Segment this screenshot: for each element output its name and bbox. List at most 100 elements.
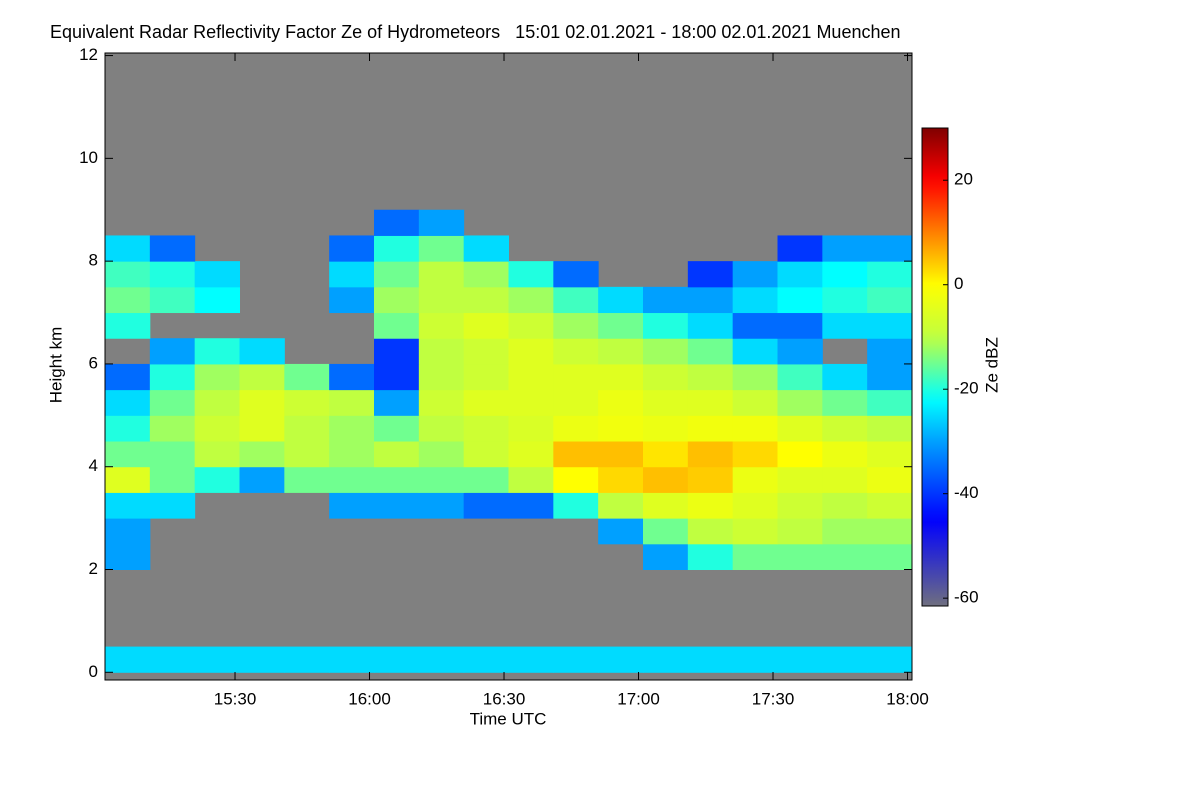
heatmap-cell (149, 646, 196, 673)
heatmap-cell (777, 466, 823, 493)
heatmap-cell (643, 415, 689, 442)
x-tick-label: 17:00 (617, 689, 660, 708)
heatmap-cell (777, 312, 823, 339)
heatmap-cell (374, 338, 420, 365)
heatmap-cell (418, 338, 465, 365)
heatmap-cell (777, 441, 823, 468)
heatmap-cell (732, 338, 778, 365)
heatmap-cell (418, 261, 465, 288)
heatmap-cell (867, 492, 913, 519)
heatmap-cell (194, 415, 240, 442)
heatmap-cell (687, 543, 734, 571)
heatmap-cell (822, 466, 868, 493)
x-axis-label: Time UTC (470, 709, 547, 728)
heatmap-cell (329, 415, 375, 442)
heatmap-cell (687, 312, 734, 339)
heatmap-cell (598, 518, 644, 545)
heatmap-cell (822, 286, 868, 314)
heatmap-cell (329, 363, 375, 391)
heatmap-cell (867, 363, 913, 391)
heatmap-cell (374, 415, 420, 442)
heatmap-cell (822, 543, 868, 571)
heatmap-cell (643, 441, 689, 468)
heatmap-cell (329, 261, 375, 288)
heatmap-cell (329, 646, 375, 673)
heatmap-cell (777, 389, 823, 416)
y-tick-label: 8 (89, 251, 98, 270)
heatmap-cell (149, 286, 196, 314)
heatmap-cell (374, 209, 420, 236)
heatmap-cell (105, 389, 151, 416)
colorbar-tick-label: -20 (954, 379, 979, 398)
heatmap-cell (508, 286, 554, 314)
heatmap-cell (687, 441, 734, 468)
heatmap-cell (374, 389, 420, 416)
heatmap-cell (463, 389, 509, 416)
heatmap-cell (149, 389, 196, 416)
heatmap-cell (463, 235, 509, 262)
heatmap-cell (643, 543, 689, 571)
heatmap-cell (508, 646, 554, 673)
heatmap-cell (194, 441, 240, 468)
heatmap-cell (732, 389, 778, 416)
heatmap-cell (194, 646, 240, 673)
heatmap-cell (508, 466, 554, 493)
heatmap-cell (105, 415, 151, 442)
heatmap-cell (329, 441, 375, 468)
heatmap-cell (553, 492, 599, 519)
heatmap-cell (149, 338, 196, 365)
heatmap-cell (822, 235, 868, 262)
heatmap-cell (194, 389, 240, 416)
heatmap-cell (374, 492, 420, 519)
x-tick-label: 18:00 (886, 689, 929, 708)
heatmap-cell (508, 389, 554, 416)
heatmap-cell (732, 646, 778, 673)
heatmap-cell (732, 286, 778, 314)
heatmap-cell (598, 312, 644, 339)
heatmap-cell (239, 389, 285, 416)
heatmap-cell (105, 235, 151, 262)
heatmap-cell (239, 415, 285, 442)
heatmap-cell (463, 466, 509, 493)
heatmap-cell (463, 261, 509, 288)
heatmap-cell (687, 261, 734, 288)
heatmap-cell (508, 312, 554, 339)
heatmap-cell (598, 286, 644, 314)
heatmap-cell (687, 415, 734, 442)
x-tick-label: 15:30 (214, 689, 257, 708)
heatmap-cell (329, 466, 375, 493)
heatmap-cell (418, 363, 465, 391)
heatmap-cell (374, 235, 420, 262)
heatmap-cell (418, 466, 465, 493)
heatmap-cell (329, 389, 375, 416)
heatmap-cell (777, 286, 823, 314)
heatmap-cell (239, 646, 285, 673)
heatmap-cell (822, 492, 868, 519)
heatmap-cell (598, 389, 644, 416)
heatmap-cell (553, 312, 599, 339)
heatmap-cell (329, 235, 375, 262)
heatmap-cell (418, 235, 465, 262)
heatmap-cell (374, 261, 420, 288)
heatmap-cell (463, 338, 509, 365)
heatmap-cell (374, 441, 420, 468)
heatmap-cell (105, 286, 151, 314)
heatmap-cell (553, 441, 599, 468)
x-tick-label: 17:30 (752, 689, 795, 708)
heatmap-cell (329, 492, 375, 519)
heatmap-cell (598, 646, 644, 673)
heatmap-cell (508, 492, 554, 519)
colorbar-tick-label: -60 (954, 588, 979, 607)
heatmap-cell (732, 543, 778, 571)
heatmap-cell (777, 415, 823, 442)
heatmap-cell (732, 261, 778, 288)
heatmap-cell (687, 646, 734, 673)
heatmap-cell (194, 466, 240, 493)
heatmap-cell (643, 312, 689, 339)
heatmap-cell (553, 338, 599, 365)
heatmap-cell (149, 492, 196, 519)
heatmap-cell (105, 312, 151, 339)
heatmap-cell (867, 312, 913, 339)
heatmap-cell (867, 543, 913, 571)
heatmap-cell (687, 363, 734, 391)
